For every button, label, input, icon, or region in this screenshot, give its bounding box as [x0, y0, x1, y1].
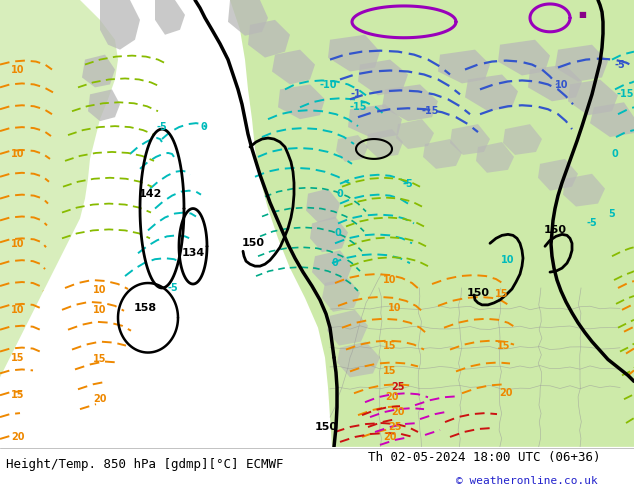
Text: 0: 0: [337, 189, 344, 198]
Text: -15: -15: [616, 89, 634, 99]
Polygon shape: [0, 0, 118, 377]
Polygon shape: [423, 139, 462, 169]
Polygon shape: [248, 20, 290, 58]
Text: © weatheronline.co.uk: © weatheronline.co.uk: [456, 475, 598, 486]
Text: 15: 15: [11, 390, 25, 400]
Text: 150: 150: [543, 225, 567, 235]
Polygon shape: [563, 174, 605, 207]
Polygon shape: [322, 278, 360, 312]
Text: 10: 10: [383, 275, 397, 285]
Text: 15: 15: [11, 352, 25, 363]
Polygon shape: [278, 84, 325, 119]
Text: 20: 20: [385, 392, 399, 402]
Text: -5: -5: [167, 283, 178, 293]
Text: 150: 150: [242, 238, 264, 248]
Text: -5: -5: [614, 60, 625, 70]
Polygon shape: [348, 104, 402, 139]
Text: 10: 10: [11, 305, 25, 315]
Polygon shape: [503, 124, 542, 155]
Text: Height/Temp. 850 hPa [gdmp][°C] ECMWF: Height/Temp. 850 hPa [gdmp][°C] ECMWF: [6, 458, 284, 470]
Polygon shape: [327, 310, 368, 345]
Polygon shape: [312, 250, 352, 286]
Text: 158: 158: [133, 303, 157, 313]
Polygon shape: [337, 342, 380, 377]
Text: 0: 0: [332, 258, 339, 268]
Polygon shape: [590, 102, 634, 137]
Text: 142: 142: [138, 189, 162, 198]
Text: Th 02-05-2024 18:00 UTC (06+36): Th 02-05-2024 18:00 UTC (06+36): [368, 451, 600, 464]
Polygon shape: [358, 60, 408, 96]
Polygon shape: [328, 35, 380, 72]
Text: 15: 15: [93, 354, 107, 365]
Text: 10: 10: [11, 149, 25, 159]
Polygon shape: [528, 65, 582, 101]
Polygon shape: [555, 45, 608, 81]
Polygon shape: [306, 189, 340, 222]
Text: -15: -15: [349, 102, 366, 112]
Polygon shape: [100, 0, 140, 49]
Text: -1: -1: [351, 89, 361, 99]
Polygon shape: [396, 119, 434, 149]
Text: 0: 0: [200, 122, 207, 132]
Polygon shape: [310, 217, 348, 252]
Polygon shape: [272, 49, 315, 84]
Polygon shape: [230, 0, 634, 447]
Polygon shape: [88, 89, 120, 121]
Text: 150: 150: [467, 288, 489, 298]
Text: 15: 15: [495, 289, 508, 299]
Text: 20: 20: [391, 407, 404, 417]
Polygon shape: [155, 0, 185, 35]
Polygon shape: [568, 79, 618, 115]
Polygon shape: [366, 129, 403, 158]
Text: 5: 5: [609, 209, 616, 219]
Polygon shape: [450, 124, 490, 155]
Polygon shape: [336, 135, 368, 162]
Text: 20: 20: [11, 432, 25, 442]
Polygon shape: [438, 49, 490, 83]
Text: 15: 15: [383, 341, 397, 350]
Text: ■: ■: [578, 10, 586, 20]
Text: -10: -10: [320, 80, 337, 90]
Text: 10: 10: [93, 305, 107, 315]
Text: 10: 10: [388, 303, 402, 313]
Polygon shape: [538, 159, 578, 191]
Text: 10: 10: [93, 285, 107, 295]
Text: 25: 25: [388, 422, 402, 432]
Polygon shape: [82, 54, 115, 87]
Text: 25: 25: [391, 382, 404, 392]
Text: 20: 20: [383, 432, 397, 442]
Text: 10: 10: [501, 255, 515, 265]
Text: 150: 150: [314, 422, 337, 432]
Polygon shape: [498, 40, 550, 75]
Text: 20: 20: [93, 394, 107, 404]
Polygon shape: [465, 74, 518, 111]
Text: -5: -5: [586, 219, 597, 228]
Text: 15: 15: [383, 367, 397, 376]
Text: 10: 10: [555, 80, 569, 90]
Polygon shape: [382, 84, 438, 121]
Text: -15: -15: [421, 106, 439, 116]
Text: 10: 10: [11, 65, 25, 74]
Text: 0: 0: [335, 228, 341, 238]
Text: 10: 10: [11, 239, 25, 249]
Text: 0: 0: [612, 149, 618, 159]
Text: 15: 15: [497, 341, 511, 350]
Polygon shape: [476, 142, 514, 173]
Text: -5: -5: [403, 179, 413, 189]
Text: 20: 20: [499, 388, 513, 398]
Text: -5: -5: [157, 122, 167, 132]
Polygon shape: [228, 0, 268, 36]
Text: 134: 134: [181, 248, 205, 258]
